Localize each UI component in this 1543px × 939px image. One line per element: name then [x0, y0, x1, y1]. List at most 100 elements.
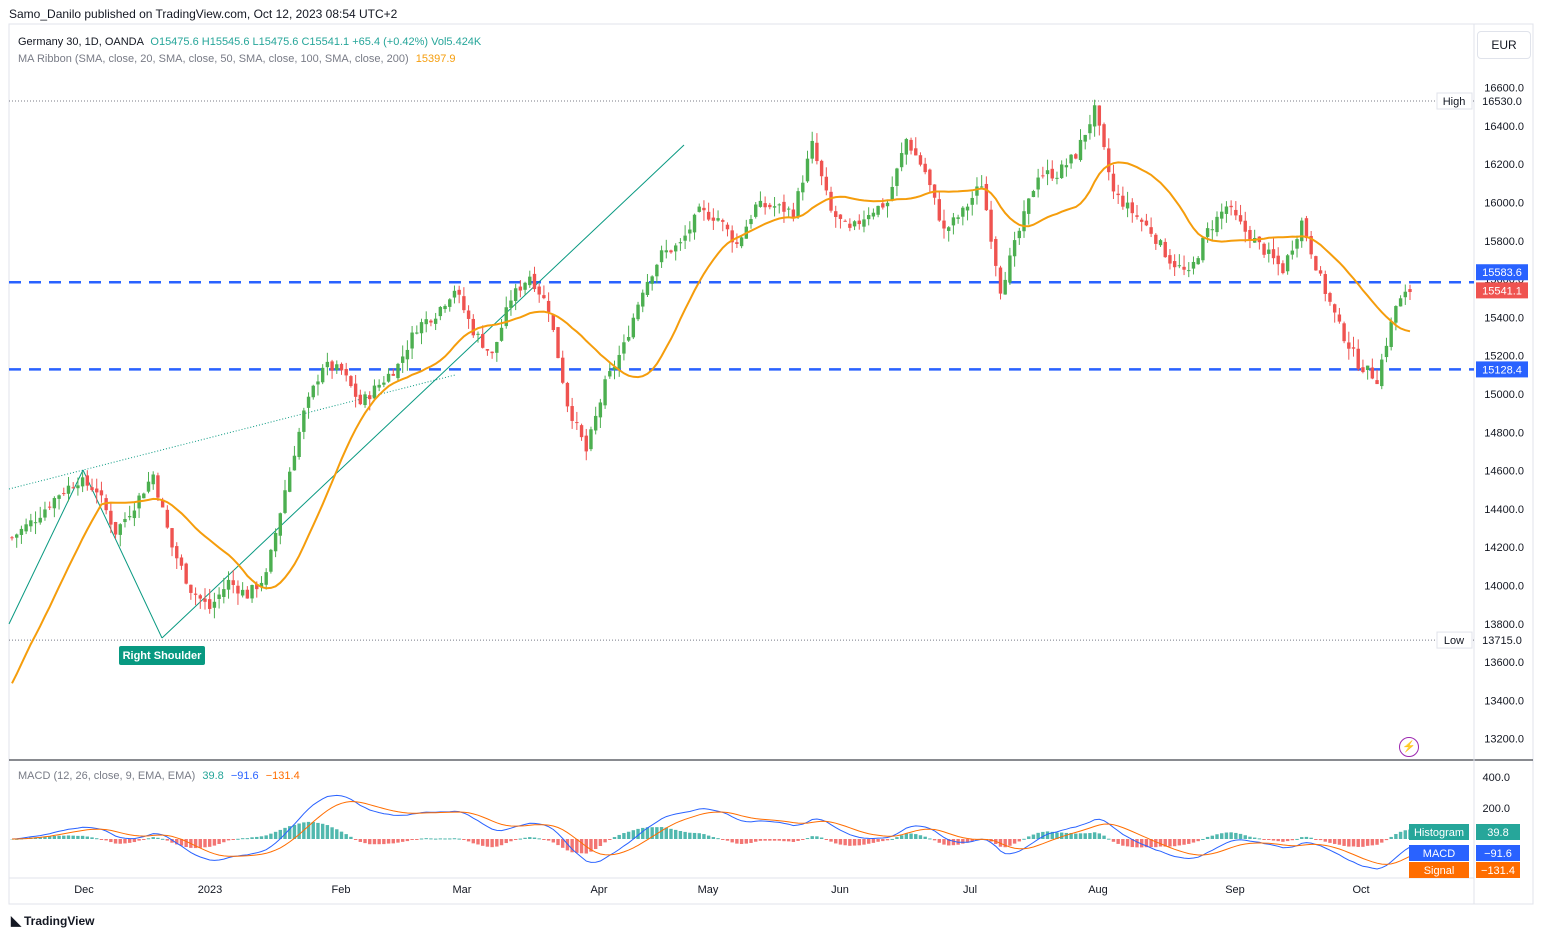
- macd-histogram-bar: [316, 822, 320, 839]
- currency-button[interactable]: EUR: [1477, 31, 1531, 59]
- candle-body: [1215, 216, 1219, 233]
- candle-body: [918, 155, 923, 165]
- candle: [1172, 254, 1177, 277]
- candle: [532, 266, 537, 292]
- lightning-icon[interactable]: ⚡: [1399, 737, 1419, 757]
- candle: [335, 360, 339, 374]
- candle: [52, 496, 57, 518]
- candle-body: [320, 367, 325, 383]
- candle-body: [626, 337, 631, 341]
- candle: [481, 325, 485, 349]
- macd-histogram-bar: [240, 838, 245, 840]
- candle: [1139, 217, 1144, 232]
- candle-body: [391, 373, 395, 376]
- macd-histogram-bar: [772, 839, 777, 841]
- candle-body: [984, 183, 989, 211]
- candle-body: [1102, 124, 1106, 148]
- candle: [438, 305, 443, 321]
- macd-histogram-bar: [1309, 837, 1313, 839]
- candle-body: [1337, 314, 1342, 322]
- macd-histogram-bar: [1205, 836, 1210, 839]
- candle-body: [1088, 124, 1092, 134]
- candle-body: [132, 510, 137, 519]
- candle: [641, 289, 645, 313]
- candle: [556, 326, 560, 359]
- candle: [796, 187, 800, 219]
- candle-body: [994, 239, 998, 266]
- macd-histogram-bar: [852, 839, 857, 846]
- candle-body: [1017, 230, 1022, 239]
- macd-histogram-bar: [918, 835, 923, 839]
- candle-body: [1356, 348, 1360, 369]
- candle-body: [429, 320, 433, 323]
- candle: [678, 238, 683, 251]
- macd-histogram-bar: [1337, 839, 1342, 845]
- candle: [1069, 153, 1073, 169]
- candle-body: [1290, 250, 1295, 255]
- macd-histogram-bar: [805, 838, 810, 840]
- candle-body: [895, 168, 899, 186]
- macd-histogram-bar: [443, 838, 447, 840]
- candle: [1031, 189, 1036, 198]
- candle-body: [702, 207, 706, 211]
- candle-body: [739, 237, 744, 247]
- candle-body: [579, 425, 584, 438]
- level-lower-tag-value-box: [1476, 361, 1528, 378]
- candle: [1323, 270, 1327, 302]
- tradingview-logo[interactable]: ◣ TradingView: [11, 913, 94, 929]
- candle-body: [1041, 175, 1045, 177]
- macd-histogram-bar: [123, 839, 127, 844]
- candle: [664, 239, 668, 259]
- candle: [1243, 211, 1247, 243]
- price-tick-label: 15400.0: [1484, 312, 1524, 324]
- macd-histogram-bar: [448, 838, 452, 840]
- candle: [744, 219, 749, 239]
- macd-histogram-bar: [504, 839, 508, 844]
- candle-body: [664, 250, 668, 253]
- macd-histogram-bar: [706, 835, 711, 839]
- macd-histogram-bar: [961, 839, 965, 844]
- time-tick-label: Mar: [453, 884, 472, 896]
- macd-histogram-bar: [885, 839, 890, 841]
- candle-body: [1177, 265, 1182, 267]
- macd-histogram-bar: [735, 839, 739, 844]
- candle-body: [735, 242, 739, 245]
- level-upper-tag-value-box: [1476, 264, 1528, 281]
- macd-histogram-bar: [1290, 839, 1295, 841]
- macd-histogram-bar: [1078, 833, 1083, 839]
- candle-body: [1238, 215, 1243, 222]
- macd-histogram-bar: [659, 827, 664, 839]
- macd-histogram-bar: [85, 836, 90, 839]
- candle: [495, 341, 499, 362]
- candle-body: [292, 455, 297, 471]
- candle: [1125, 191, 1130, 218]
- candle-body: [947, 227, 951, 231]
- candle: [90, 478, 94, 492]
- macd-histogram-bar: [768, 839, 772, 841]
- macd-label[interactable]: MACD (12, 26, close, 9, EMA, EMA): [18, 770, 196, 782]
- macd-histogram-bar: [1092, 832, 1097, 839]
- macd-legend: MACD (12, 26, close, 9, EMA, EMA) 39.8 −…: [18, 770, 300, 782]
- candle: [33, 511, 38, 535]
- candle: [1408, 284, 1412, 301]
- candle-body: [819, 160, 824, 177]
- macd-histogram-bar: [113, 839, 118, 844]
- macd-histogram-bar: [532, 837, 537, 839]
- ma-ribbon-label[interactable]: MA Ribbon (SMA, close, 20, SMA, close, 5…: [18, 53, 409, 65]
- candle-body: [852, 221, 857, 227]
- macd-histogram-bar: [810, 836, 814, 839]
- macd-histogram-bar: [1187, 839, 1191, 844]
- price-tick-label: 13200.0: [1484, 734, 1524, 746]
- macd-histogram-bar: [490, 839, 494, 848]
- symbol-name[interactable]: Germany 30, 1D, OANDA: [18, 36, 144, 48]
- candle-body: [801, 182, 805, 193]
- candle: [1309, 231, 1313, 259]
- candle-body: [1154, 234, 1158, 244]
- candle-body: [551, 314, 556, 330]
- candle: [372, 379, 377, 400]
- candle: [513, 283, 518, 311]
- candle: [311, 384, 315, 400]
- candle-body: [669, 250, 673, 253]
- candle: [956, 214, 960, 224]
